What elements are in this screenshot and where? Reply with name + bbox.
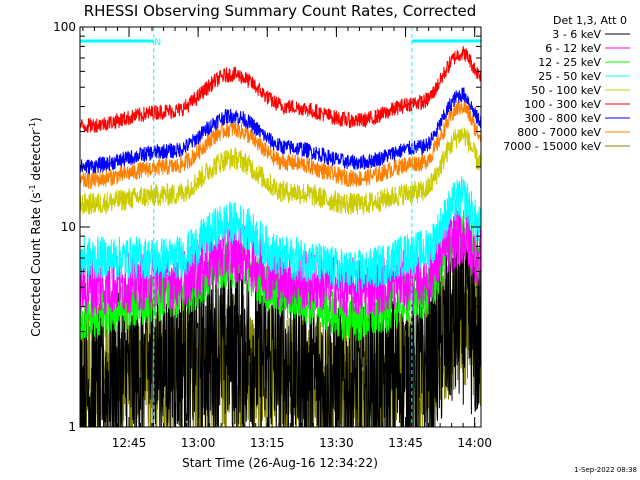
chart-title: RHESSI Observing Summary Count Rates, Co… bbox=[84, 2, 477, 20]
series-line bbox=[79, 46, 482, 133]
x-tick-label: 13:00 bbox=[181, 436, 216, 450]
legend-entry-label: 800 - 7000 keV bbox=[517, 126, 601, 139]
legend-entry-label: 3 - 6 keV bbox=[552, 28, 601, 41]
legend-entry-label: 300 - 800 keV bbox=[524, 112, 601, 125]
series-line bbox=[79, 209, 482, 342]
legend-entry-label: 50 - 100 keV bbox=[531, 84, 601, 97]
legend-entry-label: 100 - 300 keV bbox=[524, 98, 601, 111]
x-tick-label: 12:45 bbox=[112, 436, 147, 450]
y-axis-label: Corrected Count Rate (s-1 detector-1) bbox=[28, 117, 43, 336]
x-axis-label: Start Time (26-Aug-16 12:34:22) bbox=[182, 456, 378, 470]
y-axis: 1 10 100 bbox=[53, 20, 481, 434]
x-tick-label: 13:30 bbox=[319, 436, 354, 450]
legend-entry-label: 6 - 12 keV bbox=[545, 42, 601, 55]
x-tick-label: 13:15 bbox=[250, 436, 285, 450]
series-line bbox=[79, 98, 482, 190]
y-tick-label: 100 bbox=[53, 20, 76, 34]
legend-header: Det 1,3, Att 0 bbox=[553, 14, 627, 27]
legend-entry-label: 25 - 50 keV bbox=[538, 70, 601, 83]
x-axis: 12:45 13:00 13:15 13:30 13:45 14:00 bbox=[82, 27, 492, 450]
saa-label: N bbox=[154, 38, 161, 48]
x-tick-label: 14:00 bbox=[457, 436, 492, 450]
legend-entry-label: 12 - 25 keV bbox=[538, 56, 601, 69]
series-line bbox=[79, 127, 482, 215]
x-tick-label: 13:45 bbox=[388, 436, 423, 450]
legend-entry-label: 7000 - 15000 keV bbox=[503, 140, 601, 153]
series-line bbox=[79, 87, 482, 175]
series-line bbox=[79, 176, 482, 293]
series-line bbox=[79, 208, 482, 318]
y-tick-label: 10 bbox=[61, 220, 76, 234]
timestamp: 1-Sep-2022 08:38 bbox=[574, 466, 637, 474]
y-tick-label: 1 bbox=[68, 420, 76, 434]
